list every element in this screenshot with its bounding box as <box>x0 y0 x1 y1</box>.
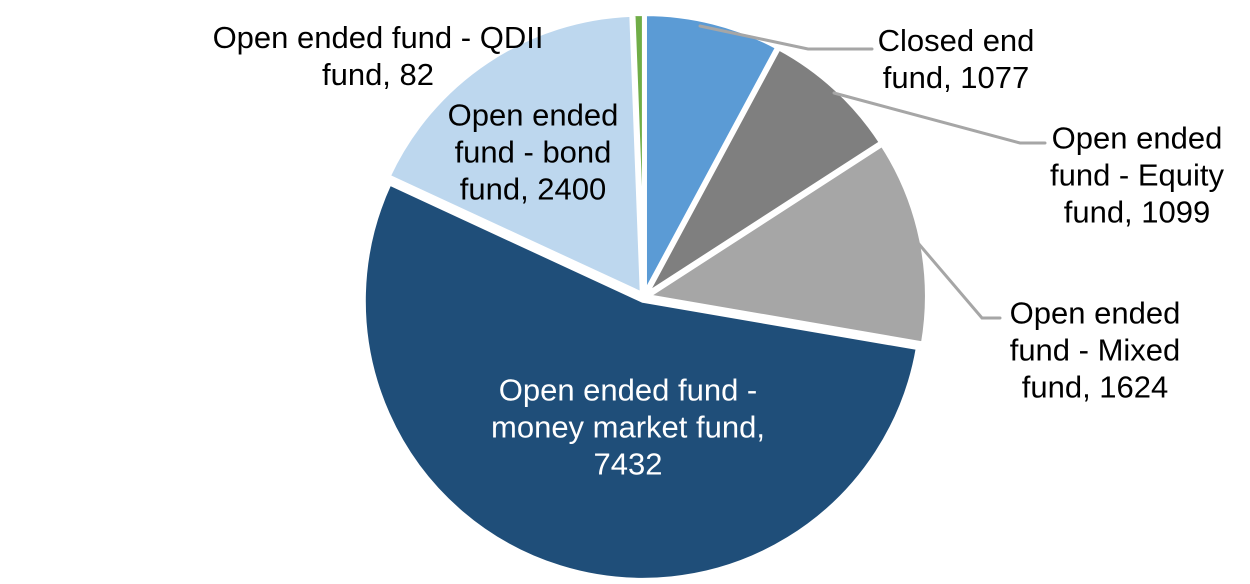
pie-label-mixed-fund: Open ended fund - Mixed fund, 1624 <box>1010 295 1181 406</box>
label-line: fund, 1099 <box>1063 194 1211 230</box>
label-line: Open ended <box>447 97 619 133</box>
label-line: Open ended <box>1051 120 1223 156</box>
pie-slice-qdii-fund[interactable] <box>631 12 646 295</box>
leader-line-closed-end-fund <box>698 24 874 51</box>
label-line: fund - Equity <box>1049 157 1225 193</box>
pie-slice-closed-end-fund[interactable] <box>642 12 780 296</box>
label-line: fund - Mixed <box>1009 332 1181 368</box>
leader-lines <box>698 24 1047 320</box>
label-line: Open ended fund - <box>498 372 758 408</box>
pie-label-equity-fund: Open ended fund - Equity fund, 1099 <box>1050 120 1224 231</box>
pie-slice-bond-fund[interactable] <box>386 12 644 296</box>
pie-slices <box>361 12 929 582</box>
leader-line-mixed-fund <box>916 241 1002 320</box>
label-line: fund, 1077 <box>882 60 1030 95</box>
pie-label-bond-fund: Open ended fund - bond fund, 2400 <box>448 97 619 208</box>
pie-slice-money-market-fund[interactable] <box>361 181 920 582</box>
pie-slice-mixed-fund[interactable] <box>645 142 929 346</box>
label-line: fund, 2400 <box>459 171 607 207</box>
leader-line-equity-fund <box>832 91 1047 145</box>
label-line: 7432 <box>593 446 663 482</box>
pie-label-closed-end-fund: Closed end fund, 1077 <box>878 22 1035 96</box>
label-line: fund - bond <box>454 134 612 170</box>
pie-label-qdii-fund: Open ended fund - QDII fund, 82 <box>213 19 544 93</box>
label-line: Closed end <box>877 23 1035 58</box>
label-line: Open ended <box>1009 295 1181 331</box>
label-line: Open ended fund - QDII <box>212 20 544 55</box>
pie-slice-equity-fund[interactable] <box>644 46 884 297</box>
pie-label-money-market-fund: Open ended fund - money market fund, 7432 <box>491 372 765 483</box>
label-line: fund, 1624 <box>1021 369 1169 405</box>
label-line: money market fund, <box>491 409 765 445</box>
label-line: fund, 82 <box>321 57 435 92</box>
